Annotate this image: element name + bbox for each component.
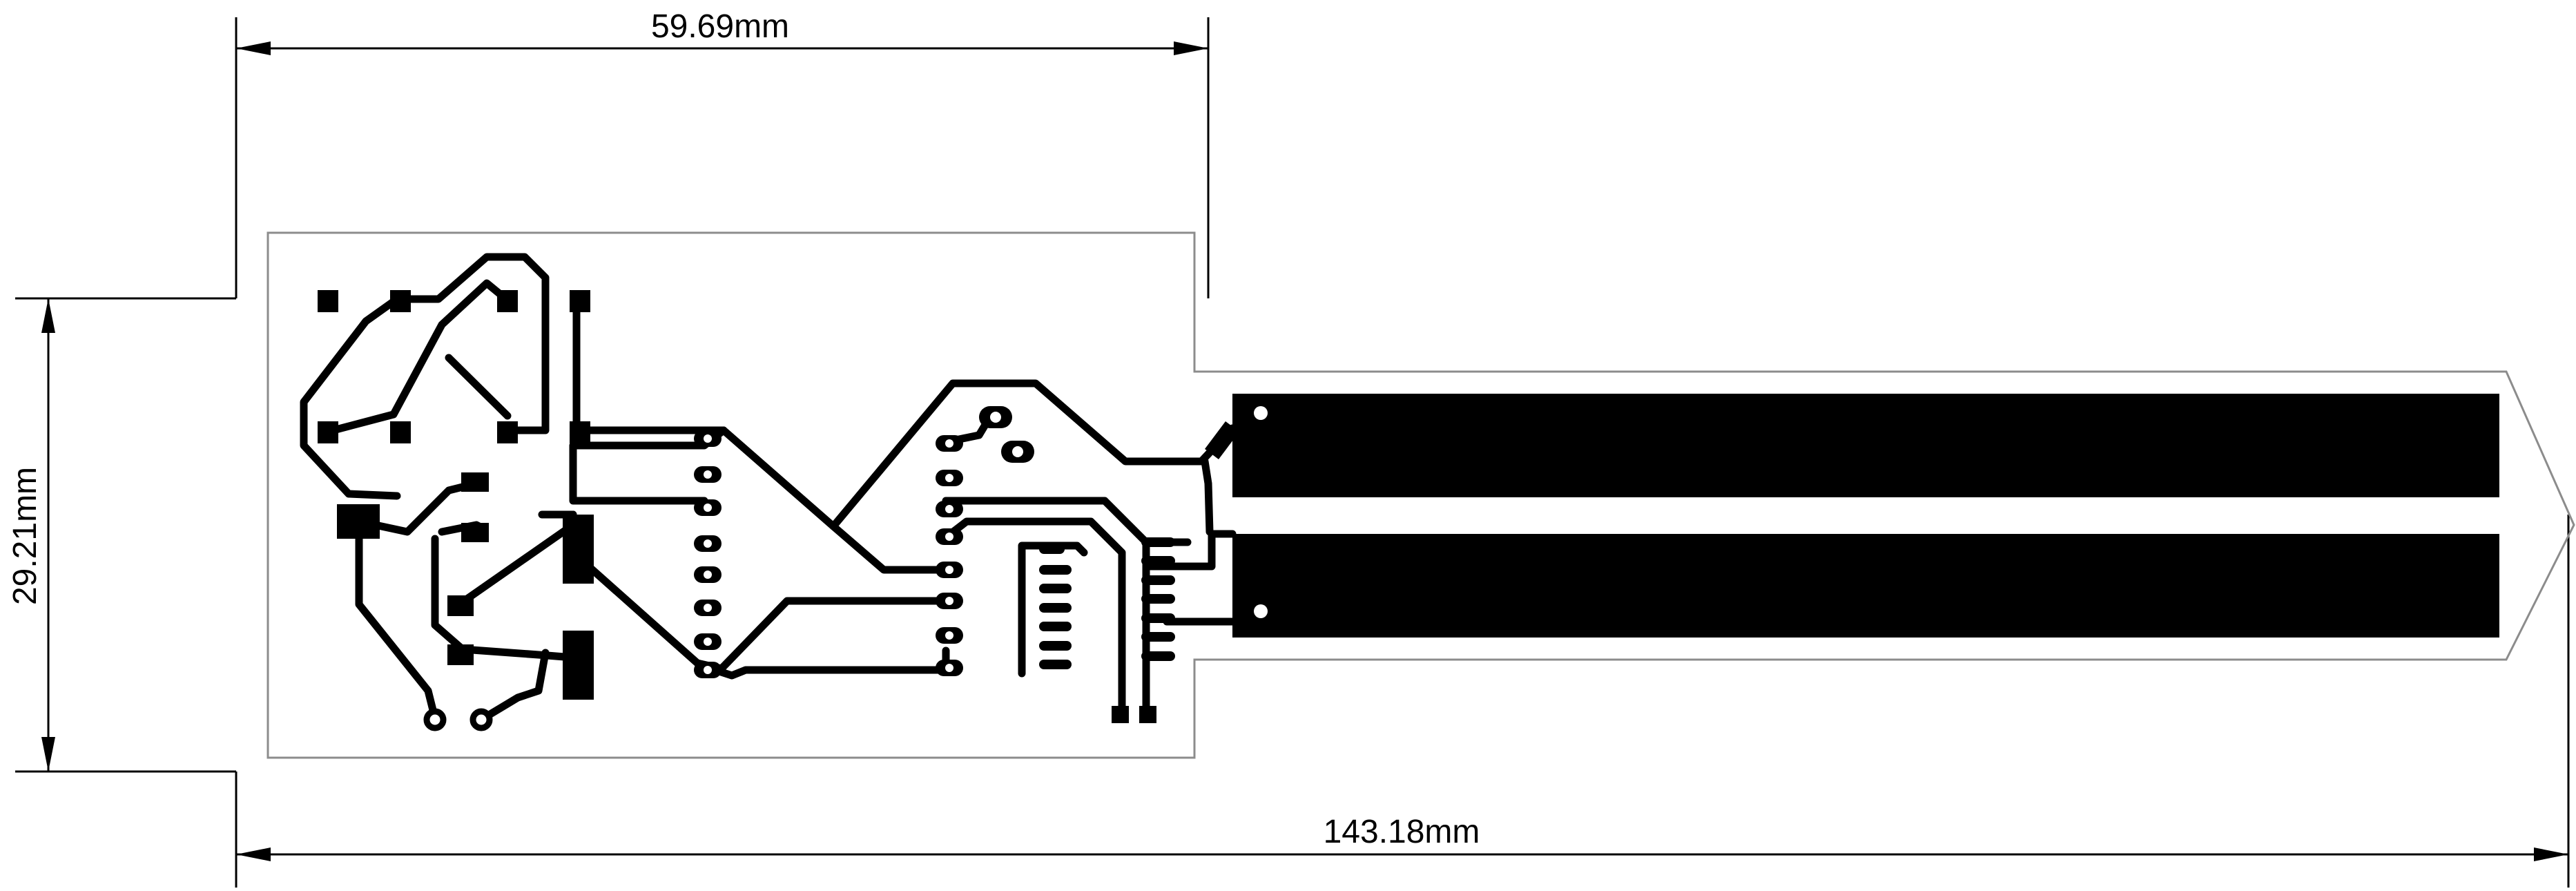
- pad-hole: [990, 412, 1001, 423]
- copper-traces: [300, 253, 1237, 722]
- trace: [1142, 530, 1237, 571]
- dimension-total-length: 143.18mm: [235, 515, 2570, 888]
- smd-pad: [1112, 706, 1129, 723]
- smd-pad: [563, 515, 594, 584]
- pad-hole: [704, 434, 712, 443]
- pad-hole: [945, 474, 953, 482]
- sensor-probes: [1232, 394, 2499, 638]
- probe-plate-upper: [1232, 394, 2499, 497]
- smd-pad: [1139, 706, 1156, 723]
- pad-hole: [945, 533, 953, 541]
- smd-pad: [447, 595, 474, 616]
- dimension-top-width: 59.69mm: [235, 8, 1210, 298]
- probe-feed-joint: [1205, 421, 1239, 459]
- dimension-label-height: 29.21mm: [7, 467, 43, 605]
- pad-hole: [704, 604, 712, 612]
- trace: [355, 517, 439, 722]
- pad-hole: [704, 638, 712, 646]
- smd-pad: [461, 523, 489, 542]
- pad-hole: [945, 566, 953, 574]
- trace: [324, 279, 510, 439]
- smd-pad: [570, 421, 590, 443]
- pad-hole: [945, 505, 953, 513]
- connector-pad: [469, 708, 493, 731]
- arrowhead-top: [41, 298, 55, 333]
- pad-hole: [704, 470, 712, 479]
- trace: [1201, 457, 1214, 536]
- trace: [445, 354, 512, 420]
- smd-pads: [318, 290, 1156, 723]
- pad-hole: [945, 631, 953, 640]
- dimension-label-top-width: 59.69mm: [651, 8, 789, 45]
- pad-hole: [704, 539, 712, 548]
- smd-pad: [570, 290, 590, 312]
- trace: [829, 379, 1237, 530]
- pad-hole: [945, 597, 953, 605]
- pad-hole: [704, 571, 712, 579]
- arrowhead-bottom: [41, 737, 55, 772]
- pad-hole: [704, 504, 712, 512]
- smd-pad: [390, 421, 411, 443]
- probe-hole-lower: [1254, 604, 1268, 618]
- trace: [572, 295, 950, 574]
- smd-pad: [390, 290, 411, 312]
- dimension-height: 29.21mm: [7, 297, 236, 773]
- connector-pad: [423, 708, 447, 731]
- pad-hole: [704, 666, 712, 674]
- trace: [393, 253, 550, 434]
- smd-pad: [447, 644, 474, 665]
- ic-footprint-soic: [1039, 537, 1175, 669]
- probe-plate-lower: [1232, 534, 2499, 638]
- arrowhead-left: [236, 41, 271, 55]
- board-outline: [267, 231, 2575, 759]
- arrowhead-left: [236, 847, 271, 861]
- pad-hole: [945, 664, 953, 672]
- through-hole-pads: [423, 406, 1034, 731]
- smd-pad: [563, 631, 594, 700]
- dimension-label-total-length: 143.18mm: [1324, 814, 1480, 850]
- trace: [942, 517, 1126, 719]
- smd-pad: [461, 472, 489, 492]
- smd-pad: [318, 290, 338, 312]
- trace: [479, 649, 550, 722]
- arrowhead-right: [1174, 41, 1208, 55]
- probe-hole-upper: [1254, 406, 1268, 420]
- smd-pad: [497, 290, 518, 312]
- smd-pad: [318, 421, 338, 443]
- pad-hole: [1012, 446, 1023, 457]
- pad-hole: [945, 439, 953, 448]
- smd-pad: [337, 504, 380, 539]
- arrowhead-right: [2534, 847, 2568, 861]
- smd-pad: [497, 421, 518, 443]
- trace: [300, 295, 401, 500]
